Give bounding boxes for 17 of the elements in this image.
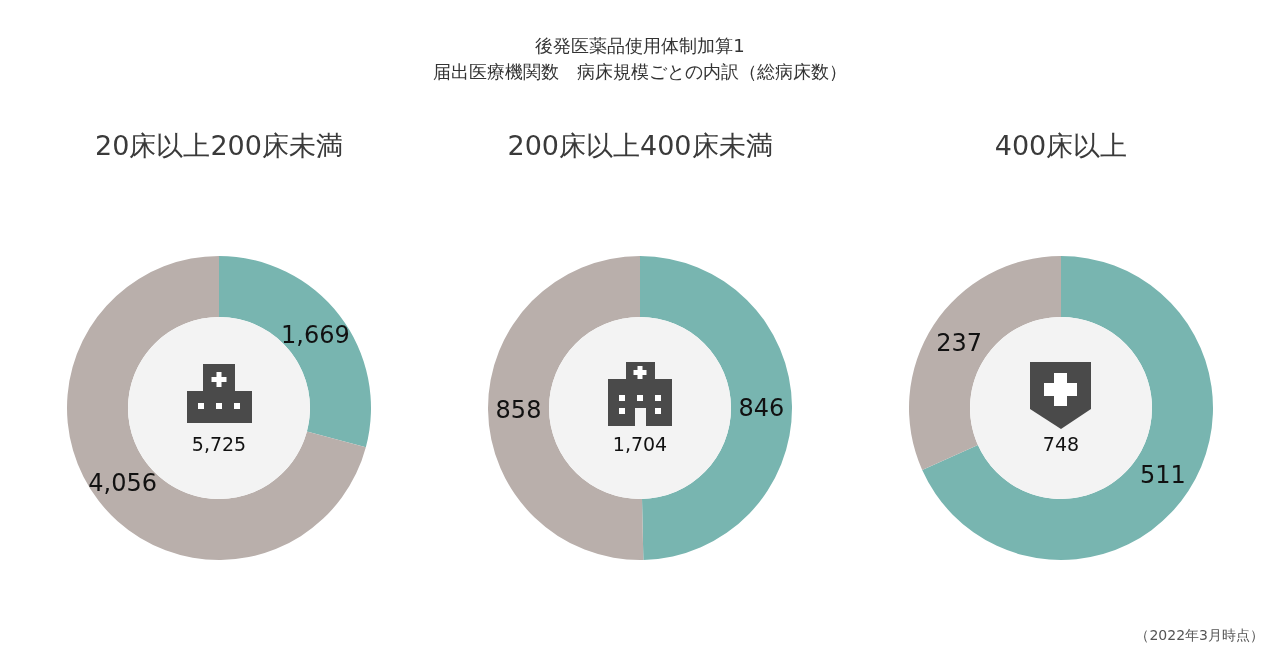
chart-title: 20床以上200床未満 [95, 130, 343, 161]
data-label: 237 [936, 328, 982, 357]
text: 5,725 [191, 433, 247, 455]
text: 届出医療機関数 病床規模ごとの内訳（総病床数） [433, 61, 847, 82]
data-label: 4,056 [88, 469, 157, 498]
text: 748 [1042, 433, 1080, 455]
chart-title: 200床以上400床未満 [507, 130, 773, 161]
text: （2022年3月時点） [1135, 627, 1264, 643]
data-label: 858 [495, 396, 542, 425]
data-label: 1,669 [281, 320, 350, 349]
text: 1,704 [612, 433, 668, 455]
data-label: 846 [738, 393, 785, 422]
text: 後発医薬品使用体制加算1 [535, 35, 745, 56]
donut-slice [67, 256, 366, 560]
chart-title: 400床以上 [994, 130, 1128, 161]
data-label: 511 [1140, 461, 1186, 490]
donut-slice [922, 256, 1213, 560]
